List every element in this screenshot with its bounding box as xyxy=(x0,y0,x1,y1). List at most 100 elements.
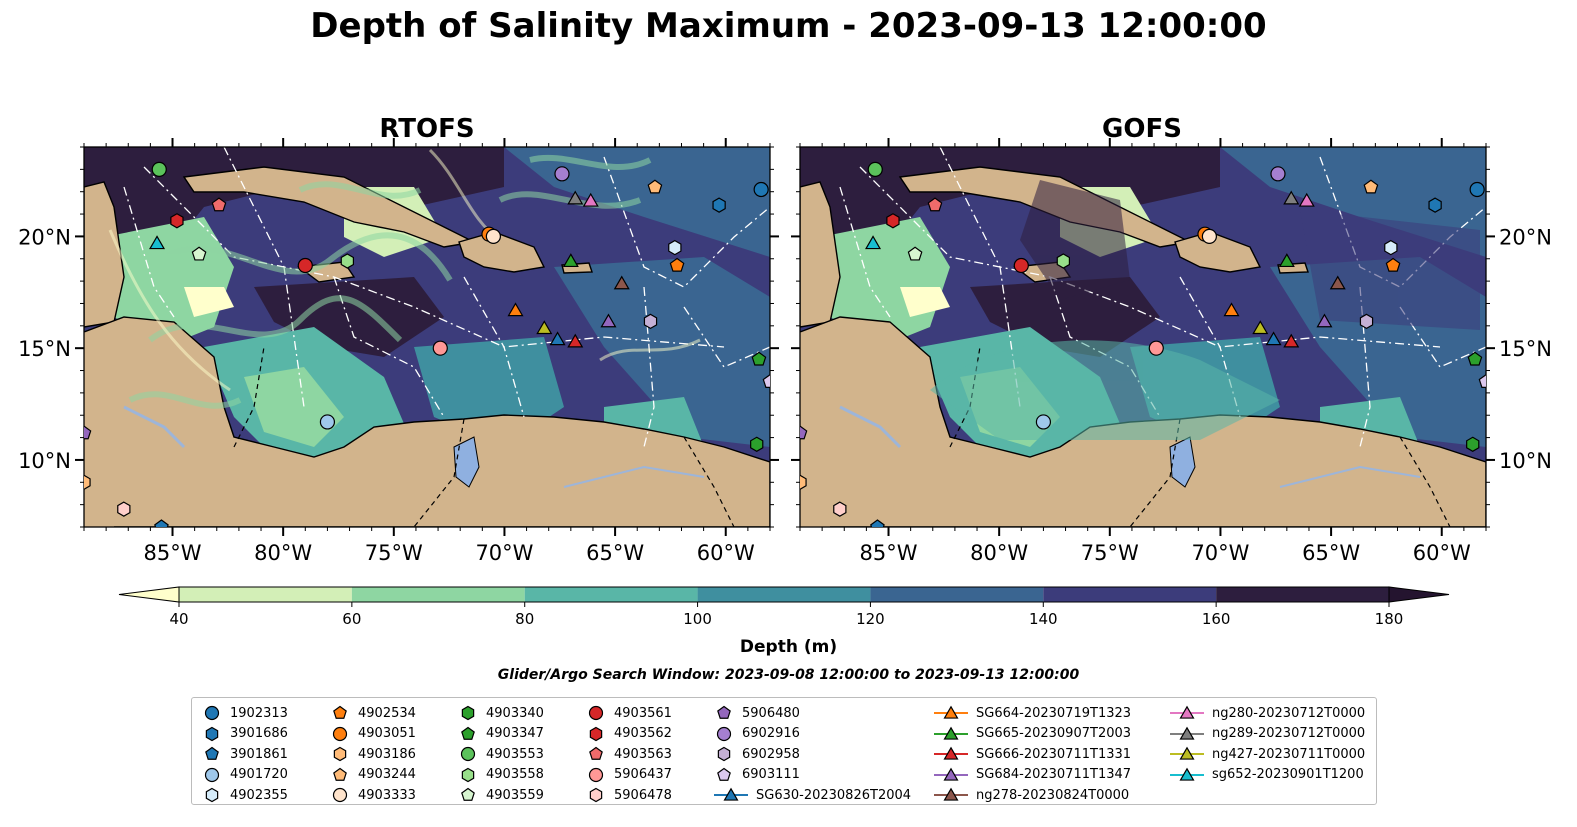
legend-marker-icon xyxy=(205,726,219,741)
legend-item: 1902313 xyxy=(202,703,288,723)
legend-item: SG665-20230907T2003 xyxy=(934,724,1131,744)
rtofs-marker-ng289-20230712T0000 xyxy=(567,190,584,205)
rtofs-marker-SG666-20230711T1331 xyxy=(567,333,584,348)
gofs-marker-3901686 xyxy=(1428,197,1442,213)
gofs-marker-SG665-20230907T2003 xyxy=(1278,253,1295,268)
legend-item: 4901720 xyxy=(202,765,288,785)
legend-marker-icon xyxy=(461,705,475,721)
gofs-marker-4902355 xyxy=(1384,239,1398,256)
legend-label: 4903559 xyxy=(486,787,544,803)
gofs-marker-sg652-20230901T1200 xyxy=(865,235,882,250)
colorbar-tick-label: 180 xyxy=(1375,610,1404,628)
legend-label: SG666-20230711T1331 xyxy=(976,746,1132,762)
legend-marker-icon xyxy=(333,705,347,719)
colorbar-label: Depth (m) xyxy=(739,637,838,657)
legend-marker-icon xyxy=(461,767,475,782)
gofs-marker-SG684-20230711T1347 xyxy=(1316,313,1333,328)
rtofs-marker-SG630-20230826T2004 xyxy=(549,331,566,346)
rtofs-x-tick-label: 60°W xyxy=(697,541,755,565)
rtofs-map xyxy=(84,147,770,527)
legend-marker-icon xyxy=(461,726,475,740)
gofs-x-tick-label: 75°W xyxy=(1081,541,1139,565)
legend-marker-icon xyxy=(717,705,731,719)
legend-label: SG630-20230826T2004 xyxy=(756,787,912,803)
gofs-marker-6903111 xyxy=(1478,373,1486,388)
colorbar-tick-label: 100 xyxy=(683,610,712,628)
legend: 1902313 3901686 3901861 4901720 4902355 49025… xyxy=(191,697,1377,805)
legend-marker-icon xyxy=(205,746,219,760)
gofs-marker-4903333 xyxy=(1201,228,1217,245)
legend-item: 6903111 xyxy=(714,765,800,785)
colorbar-tick-label: 60 xyxy=(342,610,361,628)
rtofs-marker-4902355 xyxy=(668,239,682,256)
legend-item: 4902355 xyxy=(202,785,288,805)
gofs-observations xyxy=(800,161,1486,527)
rtofs-x-tick-label: 85°W xyxy=(144,541,202,565)
legend-item: 4903561 xyxy=(586,703,672,723)
legend-marker-icon xyxy=(934,767,968,781)
legend-item: 4903051 xyxy=(330,724,416,744)
gofs-x-tick-label: 65°W xyxy=(1302,541,1360,565)
rtofs-marker-4903244 xyxy=(647,179,663,194)
legend-marker-icon xyxy=(589,787,603,803)
colorbar-tick-label: 160 xyxy=(1202,610,1231,628)
rtofs-marker-6902916 xyxy=(554,166,570,182)
rtofs-marker-4903553 xyxy=(151,161,167,177)
rtofs-marker-4903333 xyxy=(485,228,501,245)
legend-item: 3901686 xyxy=(202,724,288,744)
gofs-marker-5906478 xyxy=(833,501,847,517)
legend-marker-icon xyxy=(460,746,476,762)
gofs-marker-SG664-20230719T1323 xyxy=(1223,302,1240,317)
gofs-marker-4903561 xyxy=(1013,257,1029,274)
colorbar-frame xyxy=(178,586,1390,603)
legend-label: 4903553 xyxy=(486,746,544,762)
gofs-x-tick-label: 80°W xyxy=(970,541,1028,565)
colorbar-segment xyxy=(179,587,352,602)
legend-label: 5906478 xyxy=(614,787,672,803)
legend-label: 5906480 xyxy=(742,705,800,721)
legend-label: 4903562 xyxy=(614,726,672,741)
gofs-marker-4903559 xyxy=(907,246,923,261)
legend-label: sg652-20230901T1200 xyxy=(1212,767,1364,782)
legend-marker-icon xyxy=(333,746,347,762)
legend-marker-icon xyxy=(717,767,731,781)
legend-marker-icon xyxy=(204,767,220,782)
gofs-marker-4903553 xyxy=(867,161,883,177)
gofs-marker-4903340 xyxy=(1466,436,1480,452)
rtofs-marker-4903340 xyxy=(750,436,764,452)
legend-label: ng289-20230712T0000 xyxy=(1212,726,1366,741)
rtofs-marker-5906480 xyxy=(84,425,92,440)
legend-item: 4903562 xyxy=(586,724,672,744)
legend-item: 4903563 xyxy=(586,744,672,764)
gofs-x-tick-label: 70°W xyxy=(1191,541,1249,565)
legend-marker-icon xyxy=(934,787,968,801)
right-y-tick-label: 20°N xyxy=(1499,225,1552,249)
legend-label: 4903051 xyxy=(358,726,416,741)
legend-item: SG666-20230711T1331 xyxy=(934,744,1131,764)
legend-label: 5906437 xyxy=(614,767,672,782)
gofs-marker-1902313 xyxy=(1469,181,1485,198)
rtofs-marker-4903186 xyxy=(84,474,91,490)
colorbar-tick-label: 80 xyxy=(515,610,534,628)
panel-title-rtofs: RTOFS xyxy=(379,114,474,144)
legend-marker-icon xyxy=(205,787,219,803)
colorbar-tick-label: 120 xyxy=(856,610,885,628)
legend-marker-icon xyxy=(589,726,603,741)
rtofs-observations xyxy=(84,161,770,527)
rtofs-x-tick-label: 65°W xyxy=(586,541,644,565)
legend-item: 4903558 xyxy=(458,765,544,785)
rtofs-marker-3901861 xyxy=(154,519,169,527)
colorbar-segment xyxy=(697,587,871,602)
legend-item: 4903340 xyxy=(458,703,544,723)
legend-label: SG665-20230907T2003 xyxy=(976,726,1132,741)
left-y-tick-label: 20°N xyxy=(18,225,71,249)
rtofs-marker-ng280-20230712T0000 xyxy=(582,192,599,207)
legend-label: 4903563 xyxy=(614,746,672,762)
legend-label: 4903347 xyxy=(486,726,544,741)
rtofs-marker-4903563 xyxy=(211,197,227,212)
gofs-marker-4903347 xyxy=(1467,351,1483,366)
rtofs-frame xyxy=(83,146,771,528)
legend-item: 6902916 xyxy=(714,724,800,744)
colorbar-extend-low xyxy=(118,586,180,603)
legend-marker-icon xyxy=(589,746,603,760)
